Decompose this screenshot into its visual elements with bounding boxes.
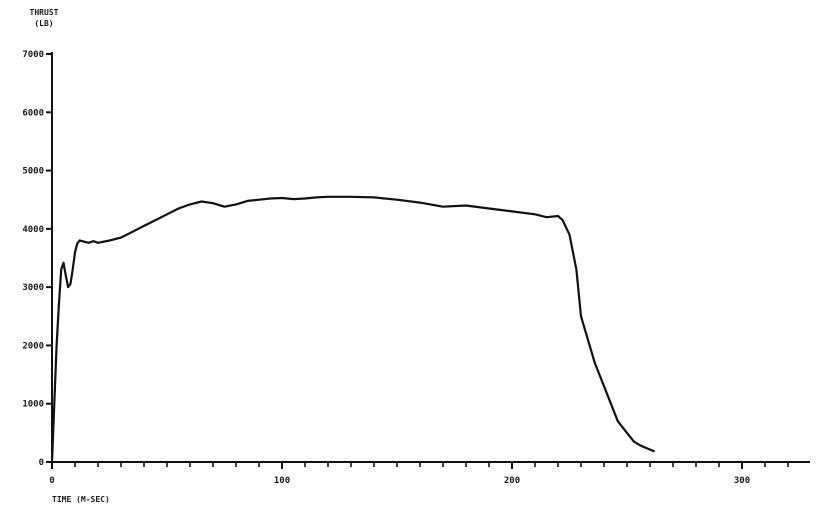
x-tick-label: 300	[734, 476, 750, 486]
y-tick-label: 2000	[22, 341, 44, 351]
y-tick-label: 3000	[22, 283, 44, 293]
y-tick-label: 1000	[22, 400, 44, 410]
x-tick-label: 0	[49, 476, 54, 486]
y-axis-title-line1: THRUST	[30, 8, 59, 17]
y-tick-label: 0	[39, 458, 44, 468]
y-tick-label: 4000	[22, 225, 44, 235]
y-axis-title: THRUST (LB)	[30, 8, 59, 28]
x-tick-label: 200	[504, 476, 520, 486]
y-tick-label: 5000	[22, 167, 44, 177]
x-tick-label: 100	[274, 476, 290, 486]
y-axis-ticks: 0 1000 2000 3000 4000 5000 6000 7000	[22, 50, 52, 468]
y-tick-label: 7000	[22, 50, 44, 60]
y-tick-label: 6000	[22, 108, 44, 118]
y-axis-title-line2: (LB)	[34, 19, 53, 28]
x-axis-ticks: 0 100 200 300	[49, 462, 789, 486]
series-line	[50, 195, 656, 463]
x-axis-title: TIME (M-SEC)	[52, 495, 110, 504]
